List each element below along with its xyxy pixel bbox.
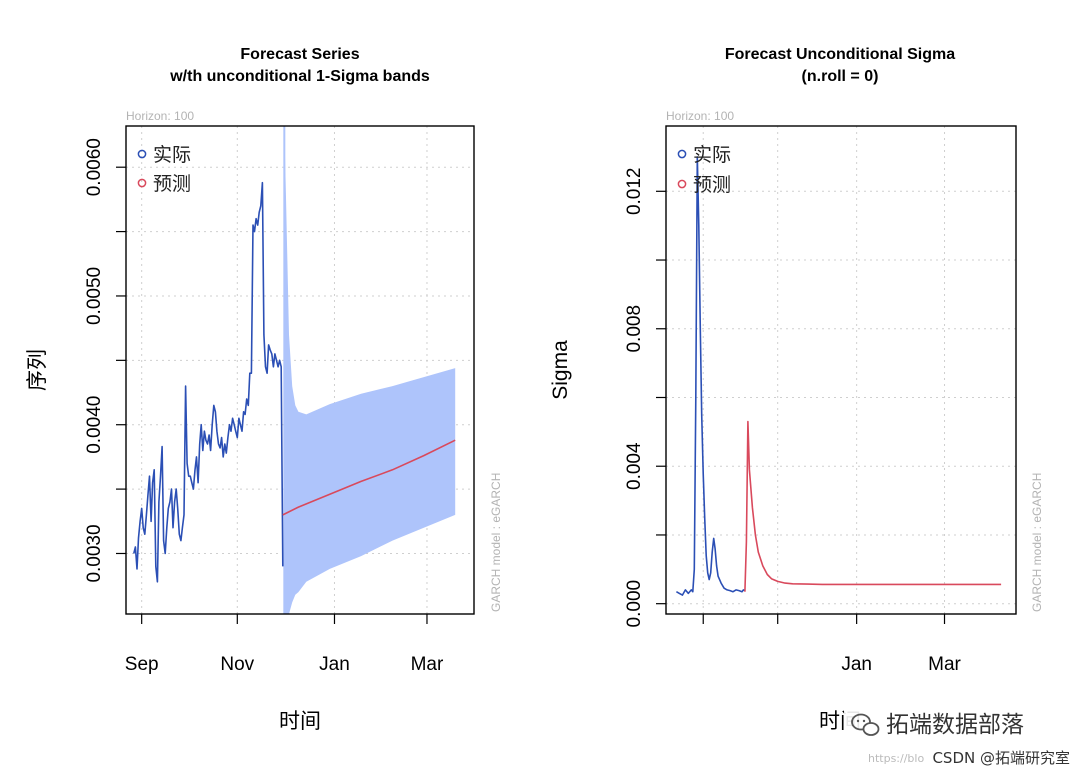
y-tick-label: 0.012: [624, 168, 645, 216]
legend-marker-forecast: [677, 179, 687, 189]
legend-marker-forecast: [137, 178, 147, 188]
panel2-model-label: GARCH model : eGARCH: [1030, 473, 1044, 612]
x-tick-label: Nov: [220, 654, 254, 675]
panel2-y-axis-label: Sigma: [549, 340, 572, 400]
legend-marker-actual: [137, 149, 147, 159]
watermark-brand: 拓端数据部落: [886, 712, 1024, 738]
watermark-backdrop: [844, 700, 1050, 744]
panel2-horizon-label: Horizon: 100: [666, 109, 734, 123]
series-line-actual: [133, 181, 284, 583]
y-tick-label: 0.0050: [84, 267, 105, 325]
y-tick-label: 0.0060: [84, 138, 105, 196]
panel1-legend: 实际 预测: [137, 144, 191, 195]
panel1-x-ticks: Sep Nov Jan Mar: [125, 614, 444, 675]
panel1-series: [133, 181, 456, 583]
legend-label-forecast: 预测: [693, 174, 731, 196]
wechat-icon: [851, 713, 880, 736]
x-tick-label: Jan: [319, 654, 350, 675]
x-tick-label: Sep: [125, 654, 159, 675]
watermark: 拓端数据部落 https://blo CSDN @拓端研究室: [844, 700, 1070, 767]
panel1-y-axis-label: 序列: [26, 349, 49, 391]
panel2-title: Forecast Unconditional Sigma: [725, 46, 955, 63]
legend-label-forecast: 预测: [153, 173, 191, 195]
y-tick-label: 0.0040: [84, 396, 105, 454]
panel2-legend: 实际 预测: [677, 144, 731, 196]
series-line-forecast: [744, 420, 1002, 592]
series-line-forecast: [282, 439, 456, 516]
panel2-plot-frame: [665, 125, 1017, 615]
panel1-sigma-band: [283, 126, 456, 614]
x-tick-label: Mar: [411, 654, 444, 675]
panel1-title: Forecast Series: [240, 46, 359, 63]
legend-label-actual: 实际: [153, 144, 191, 166]
panel1-y-ticks: 0.0030 0.0040 0.0050 0.0060: [84, 138, 126, 583]
y-tick-label: 0.000: [624, 580, 645, 628]
sigma-band-area: [284, 126, 456, 614]
panel2-x-ticks: Jan Mar: [702, 614, 962, 675]
y-tick-label: 0.0030: [84, 524, 105, 582]
watermark-credit: CSDN @拓端研究室: [932, 749, 1070, 767]
y-tick-label: 0.008: [624, 305, 645, 353]
watermark-url-hint: https://blo: [868, 752, 924, 765]
panel1-subtitle: w/th unconditional 1-Sigma bands: [169, 68, 430, 85]
series-line-actual: [676, 156, 746, 596]
x-tick-label: Mar: [928, 654, 961, 675]
forecast-sigma-panel: Forecast Unconditional Sigma (n.roll = 0…: [549, 46, 1044, 733]
legend-label-actual: 实际: [693, 144, 731, 166]
panel1-horizon-label: Horizon: 100: [126, 109, 194, 123]
panel2-series: [676, 156, 1002, 596]
legend-marker-actual: [677, 149, 687, 159]
x-tick-label: Jan: [841, 654, 872, 675]
panel1-x-axis-label: 时间: [279, 710, 321, 733]
forecast-series-panel: Forecast Series w/th unconditional 1-Sig…: [26, 46, 503, 733]
panel1-plot-frame: [125, 125, 475, 615]
panel2-subtitle: (n.roll = 0): [802, 68, 879, 85]
panel2-y-ticks: 0.000 0.004 0.008 0.012: [624, 168, 666, 628]
y-tick-label: 0.004: [624, 442, 645, 490]
panel1-model-label: GARCH model : eGARCH: [489, 473, 503, 612]
panel2-grid: [666, 126, 1016, 614]
